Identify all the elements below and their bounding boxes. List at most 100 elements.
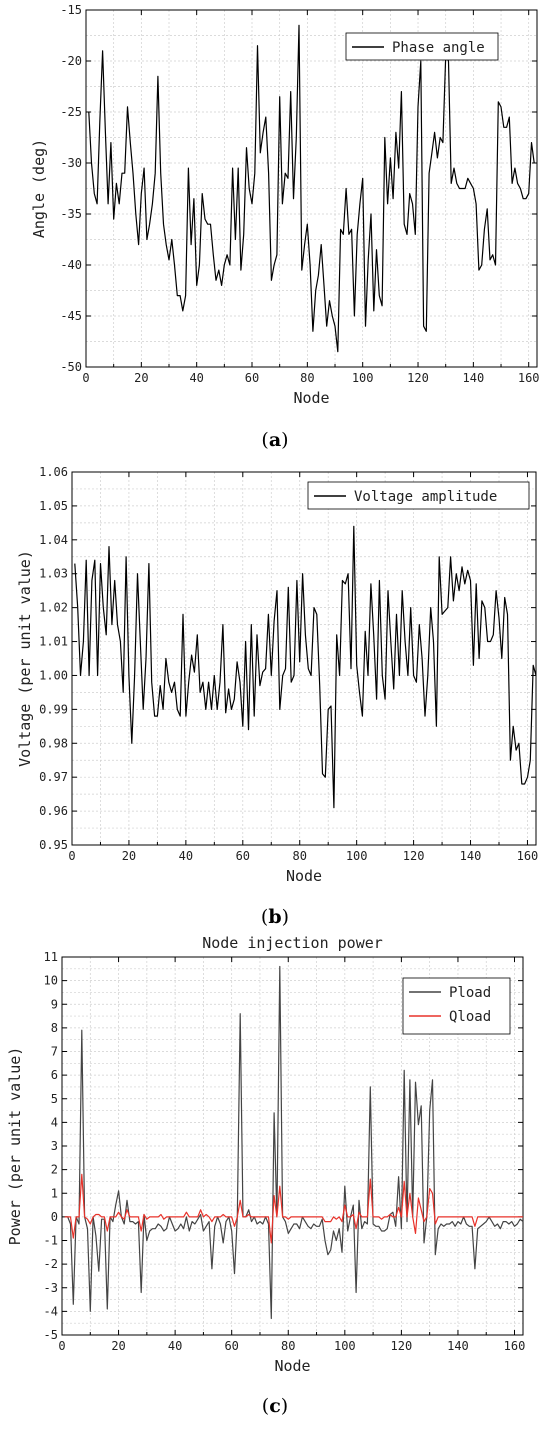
y-tick-label: -15 [60, 3, 82, 17]
y-tick-label: 6 [51, 1068, 58, 1082]
x-tick-label: 40 [179, 849, 193, 863]
y-tick-label: -25 [60, 105, 82, 119]
x-tick-label: 0 [68, 849, 75, 863]
caption-paren-open: ( [262, 1395, 269, 1417]
y-tick-label: 4 [51, 1115, 58, 1129]
y-tick-label: -3 [44, 1281, 58, 1295]
series-line-pload [64, 965, 524, 1320]
y-tick-label: 1.02 [39, 601, 68, 615]
x-tick-label: 60 [224, 1339, 238, 1353]
chart-panel-2: 0 20 40 60 80 100 120 140 160 0.95 0.96 0.97 0.98 0.9… [16, 465, 538, 928]
panel-caption: (c) [262, 1395, 288, 1417]
x-axis-label: Node [293, 389, 329, 407]
series-line-phase-angle [88, 24, 535, 353]
y-tick-label: 0.97 [39, 770, 68, 784]
y-tick-label: 0 [51, 1210, 58, 1224]
y-tick-label: -45 [60, 309, 82, 323]
x-tick-label: 40 [168, 1339, 182, 1353]
legend: Pload Qload [402, 977, 511, 1035]
y-tick-label: 10 [44, 974, 58, 988]
caption-paren-close: ) [281, 429, 288, 451]
legend: Voltage amplitude [307, 481, 530, 510]
y-tick-label: 1.04 [39, 533, 68, 547]
x-tick-label: 80 [293, 849, 307, 863]
legend-entry: Voltage amplitude [354, 489, 497, 505]
grid [85, 9, 537, 368]
x-tick-label: 20 [111, 1339, 125, 1353]
x-tick-label: 100 [334, 1339, 356, 1353]
x-tick-label: 160 [517, 849, 539, 863]
caption-paren-open: ( [261, 429, 268, 451]
y-tick-label: -35 [60, 207, 82, 221]
caption-letter: c [269, 1395, 281, 1417]
plot-frame [71, 471, 537, 846]
x-tick-label: 60 [236, 849, 250, 863]
x-axis-label: Node [274, 1357, 310, 1375]
panel-caption: (b) [261, 906, 289, 928]
x-tick-label: 20 [122, 849, 136, 863]
chart-panel-3: 0 20 40 60 80 100 120 140 160 -5 -4 -3 -2 -1 0 1 2 3 4 5 6 7 8… [6, 934, 525, 1417]
y-tick-label: 8 [51, 1021, 58, 1035]
y-tick-label: 11 [44, 950, 58, 964]
caption-paren-close: ) [281, 1395, 288, 1417]
y-tick-label: 2 [51, 1163, 58, 1177]
y-tick-label: 9 [51, 997, 58, 1011]
legend-entry: Pload [449, 985, 491, 1001]
y-tick-label: 0.95 [39, 838, 68, 852]
x-tick-label: 100 [346, 849, 368, 863]
x-tick-label: 120 [407, 371, 429, 385]
y-axis-label: Voltage (per unit value) [16, 550, 34, 767]
x-axis-label: Node [286, 867, 322, 885]
x-tick-label: 140 [463, 371, 485, 385]
caption-paren-close: ) [282, 906, 289, 928]
y-axis-label: Power (per unit value) [6, 1047, 24, 1246]
x-tick-label: 120 [403, 849, 425, 863]
x-tick-label: 100 [352, 371, 374, 385]
y-tick-label: 0.98 [39, 736, 68, 750]
chart-title: Node injection power [202, 934, 383, 952]
x-tick-label: 140 [460, 849, 482, 863]
legend: Phase angle [345, 32, 499, 61]
y-tick-label: -4 [44, 1304, 58, 1318]
y-tick-label: 0.96 [39, 804, 68, 818]
series-line-voltage-amplitude [74, 525, 537, 809]
y-tick-label: 0.99 [39, 702, 68, 716]
caption-letter: b [268, 906, 281, 928]
y-tick-label: 1.03 [39, 567, 68, 581]
legend-entry: Phase angle [392, 40, 485, 56]
caption-paren-open: ( [261, 906, 268, 928]
y-tick-label: -20 [60, 54, 82, 68]
panel-caption: (a) [261, 429, 288, 451]
y-tick-label: 5 [51, 1092, 58, 1106]
x-tick-label: 160 [504, 1339, 526, 1353]
y-tick-label: 1.06 [39, 465, 68, 479]
x-tick-label: 60 [245, 371, 259, 385]
y-tick-label: -1 [44, 1234, 58, 1248]
y-tick-label: -2 [44, 1257, 58, 1271]
x-tick-label: 20 [134, 371, 148, 385]
y-tick-label: -5 [44, 1328, 58, 1342]
x-tick-label: 160 [518, 371, 540, 385]
series-line-qload [64, 1173, 523, 1244]
y-tick-label: -30 [60, 156, 82, 170]
y-tick-label: -40 [60, 258, 82, 272]
x-tick-label: 120 [391, 1339, 413, 1353]
plot-frame [85, 9, 538, 368]
legend-entry: Qload [449, 1009, 491, 1025]
y-tick-label: 1.00 [39, 668, 68, 682]
y-tick-label: 7 [51, 1045, 58, 1059]
x-tick-label: 80 [300, 371, 314, 385]
y-tick-label: -50 [60, 360, 82, 374]
y-tick-label: 1 [51, 1186, 58, 1200]
x-tick-label: 0 [82, 371, 89, 385]
y-axis-label: Angle (deg) [30, 139, 48, 238]
y-tick-label: 3 [51, 1139, 58, 1153]
y-tick-label: 1.01 [39, 635, 68, 649]
caption-letter: a [269, 429, 281, 451]
chart-panel-1: 0 20 40 60 80 100 120 140 160 -50 -45 -40 -35 -30 -25 -… [30, 3, 540, 451]
x-tick-label: 80 [281, 1339, 295, 1353]
y-tick-label: 1.05 [39, 499, 68, 513]
x-tick-label: 0 [58, 1339, 65, 1353]
legend-box [402, 977, 511, 1035]
